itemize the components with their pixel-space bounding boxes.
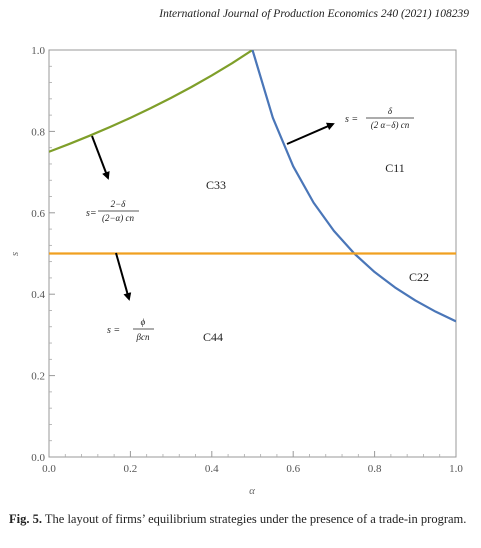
x-tick-label: 0.0	[42, 463, 56, 475]
x-tick-label: 0.8	[368, 463, 382, 475]
equilibrium-chart: 0.0 0.2 0.4 0.6 0.8 1.0 0.0 0.2 0.4 0.6 0.8 1.0 α s…	[9, 45, 463, 497]
figure-caption: Fig. 5. The layout of firms’ equilibrium…	[9, 511, 472, 527]
arrow-blue-curve	[286, 122, 335, 145]
figure-label: Fig. 5.	[9, 512, 42, 526]
y-tick-label: 0.6	[31, 208, 45, 220]
equation-lhs: s =	[107, 325, 120, 336]
series-group	[49, 50, 456, 323]
region-label-c33: C33	[206, 178, 226, 192]
y-tick-label: 0.8	[31, 126, 45, 138]
journal-header: International Journal of Production Econ…	[159, 8, 469, 20]
equation-denominator: (2−α) cn	[102, 213, 135, 223]
equation-numerator: ϕ	[141, 317, 146, 327]
y-tick-label: 0.0	[31, 452, 45, 464]
axis-ticks: 0.0 0.2 0.4 0.6 0.8 1.0 0.0 0.2 0.4 0.6 0.8 1.0	[31, 45, 463, 475]
equation-denominator: βcn	[136, 332, 150, 342]
x-axis-label: α	[249, 485, 255, 497]
equation-lhs: s=	[86, 208, 97, 219]
region-label-c44: C44	[203, 330, 223, 344]
region-label-c22: C22	[409, 270, 429, 284]
equation-lhs: s =	[345, 114, 358, 125]
arrow-green-curve	[91, 135, 110, 180]
region-label-c11: C11	[385, 161, 405, 175]
equation-green-curve: s= 2−δ (2−α) cn	[86, 199, 139, 223]
equation-blue-curve: s = δ (2 α−δ) cn	[345, 106, 414, 130]
figure-caption-text: The layout of firms’ equilibrium strateg…	[44, 512, 467, 526]
y-tick-label: 0.4	[31, 289, 45, 301]
equation-numerator: δ	[388, 106, 393, 116]
x-tick-label: 1.0	[449, 463, 463, 475]
equation-orange-line: s = ϕ βcn	[107, 317, 154, 342]
x-tick-label: 0.2	[124, 463, 138, 475]
equation-numerator: 2−δ	[111, 199, 127, 209]
y-tick-label: 0.2	[31, 371, 45, 383]
arrow-orange-line	[115, 252, 132, 301]
x-tick-label: 0.4	[205, 463, 219, 475]
equation-denominator: (2 α−δ) cn	[371, 120, 410, 130]
y-axis-label: s	[9, 252, 21, 256]
series-line-green	[49, 50, 254, 153]
x-tick-label: 0.6	[286, 463, 300, 475]
y-tick-label: 1.0	[31, 45, 45, 57]
